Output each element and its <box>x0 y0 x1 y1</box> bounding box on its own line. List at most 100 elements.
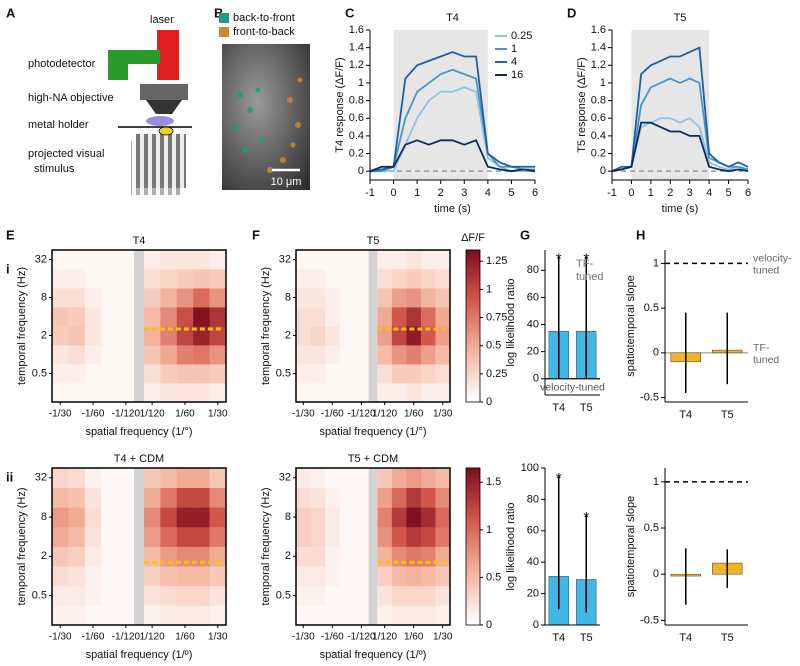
y-axis-label: temporal frequency (Hz) <box>260 488 272 606</box>
heatmap-cell <box>193 526 210 547</box>
colorbar-slice <box>466 345 480 350</box>
heatmap-cell <box>68 605 86 626</box>
x-axis-label: time (s) <box>662 203 699 215</box>
heatmap-cell <box>101 546 119 567</box>
y-tick-label: 32 <box>279 472 291 484</box>
x-tick-label: T4 <box>679 409 692 421</box>
colorbar-slice <box>466 381 480 385</box>
colorbar-slice <box>466 493 480 498</box>
heatmap-cell <box>354 345 370 365</box>
heatmap-cell <box>420 250 436 270</box>
y-tick-label: 2 <box>285 329 291 341</box>
heatmap-cell <box>310 288 326 308</box>
y-tick-label: 1.4 <box>349 42 364 54</box>
heatmap-cell <box>160 326 178 346</box>
y-tick-label: 60 <box>527 291 539 303</box>
heatmap-cell <box>377 345 393 365</box>
heatmap-cell <box>193 566 210 587</box>
heatmap-cell <box>176 250 194 270</box>
y-tick-label: 8 <box>41 291 47 303</box>
y-axis-label: log likelihood ratio <box>505 502 517 590</box>
x-tick-label: 1/60 <box>175 409 195 420</box>
label: laser <box>150 14 174 26</box>
y-tick-label: 1.4 <box>591 42 606 54</box>
x-tick-label: 6 <box>532 187 538 199</box>
heatmap-cell <box>52 487 69 508</box>
colorbar-slice <box>466 386 480 390</box>
x-tick-label: -1 <box>607 187 617 199</box>
y-tick-label: 0.6 <box>591 112 606 124</box>
heatmap-cell <box>325 383 340 403</box>
colorbar-slice <box>466 394 480 398</box>
label: stimulus <box>34 163 75 175</box>
heatmap-cell <box>339 364 355 384</box>
heatmap-cell <box>339 269 355 289</box>
chart-title: T4 <box>446 12 459 24</box>
heatmap-cell <box>84 468 102 489</box>
colorbar-slice <box>466 269 480 274</box>
heatmap-cell <box>420 326 436 346</box>
heatmap-cell <box>143 307 161 327</box>
x-tick-label: -1/30 <box>49 632 72 643</box>
heatmap-cell <box>68 307 86 327</box>
x-tick-label: 0 <box>628 187 634 199</box>
y-tick-label: 32 <box>35 253 47 265</box>
label: projected visual <box>28 148 104 160</box>
heatmap-cell <box>160 468 178 489</box>
colorbar-slice <box>466 467 480 471</box>
heatmap-cell <box>310 585 326 606</box>
heatmap-cell <box>325 326 340 346</box>
colorbar-slice <box>466 249 480 253</box>
heatmap-cell <box>160 566 178 587</box>
colorbar-slice <box>466 572 480 576</box>
colorbar-slice <box>466 514 480 519</box>
x-tick-label: 1 <box>414 187 420 199</box>
colorbar-slice <box>466 611 480 615</box>
heatmap-cell <box>117 507 135 528</box>
heatmap-cell <box>310 507 326 528</box>
heatmap-cell <box>310 364 326 384</box>
heatmap-cell <box>377 585 393 606</box>
heatmap-cell <box>296 468 311 489</box>
heatmap-cell <box>377 526 393 547</box>
heatmap-cell <box>406 487 422 508</box>
x-tick-label: -1/30 <box>292 632 315 643</box>
y-tick-label: 0.5 <box>644 522 659 534</box>
heatmap-cell <box>325 364 340 384</box>
x-tick-label: 1/30 <box>433 632 453 643</box>
heatmap-cell <box>176 345 194 365</box>
heatmap-cell <box>209 345 227 365</box>
heatmap-cell <box>101 585 119 606</box>
heatmap-cell <box>406 566 422 587</box>
colorbar-slice <box>466 257 480 261</box>
heatmap-cell <box>310 546 326 567</box>
heatmap-cell <box>391 345 407 365</box>
colorbar-slice <box>466 614 480 618</box>
stimulus-screen <box>131 141 181 195</box>
heatmap-cell <box>176 307 194 327</box>
heatmap-cell <box>176 468 194 489</box>
heatmap-cell <box>435 566 451 587</box>
heatmap-cell <box>84 250 102 270</box>
heatmap-cell <box>143 605 161 626</box>
heatmap-cell <box>310 269 326 289</box>
colorbar-slice <box>466 292 480 296</box>
colorbar-slice <box>466 302 480 307</box>
heatmap-cell <box>406 468 422 489</box>
heatmap-cell <box>354 507 370 528</box>
heatmap-cell <box>391 307 407 327</box>
heatmap-cell <box>339 546 355 567</box>
colorbar-slice <box>466 574 480 579</box>
heatmap-cell <box>406 288 422 308</box>
heatmap-cell <box>68 250 86 270</box>
x-tick-label: T5 <box>580 402 593 414</box>
x-tick-label: -1/30 <box>292 409 315 420</box>
heatmap-cell <box>391 364 407 384</box>
heatmap-cell <box>339 383 355 403</box>
colorbar-slice <box>466 356 480 360</box>
heatmap-cell <box>310 487 326 508</box>
colorbar-slice <box>466 561 480 566</box>
colorbar-slice <box>466 333 480 337</box>
y-tick-label: 8 <box>285 511 291 523</box>
